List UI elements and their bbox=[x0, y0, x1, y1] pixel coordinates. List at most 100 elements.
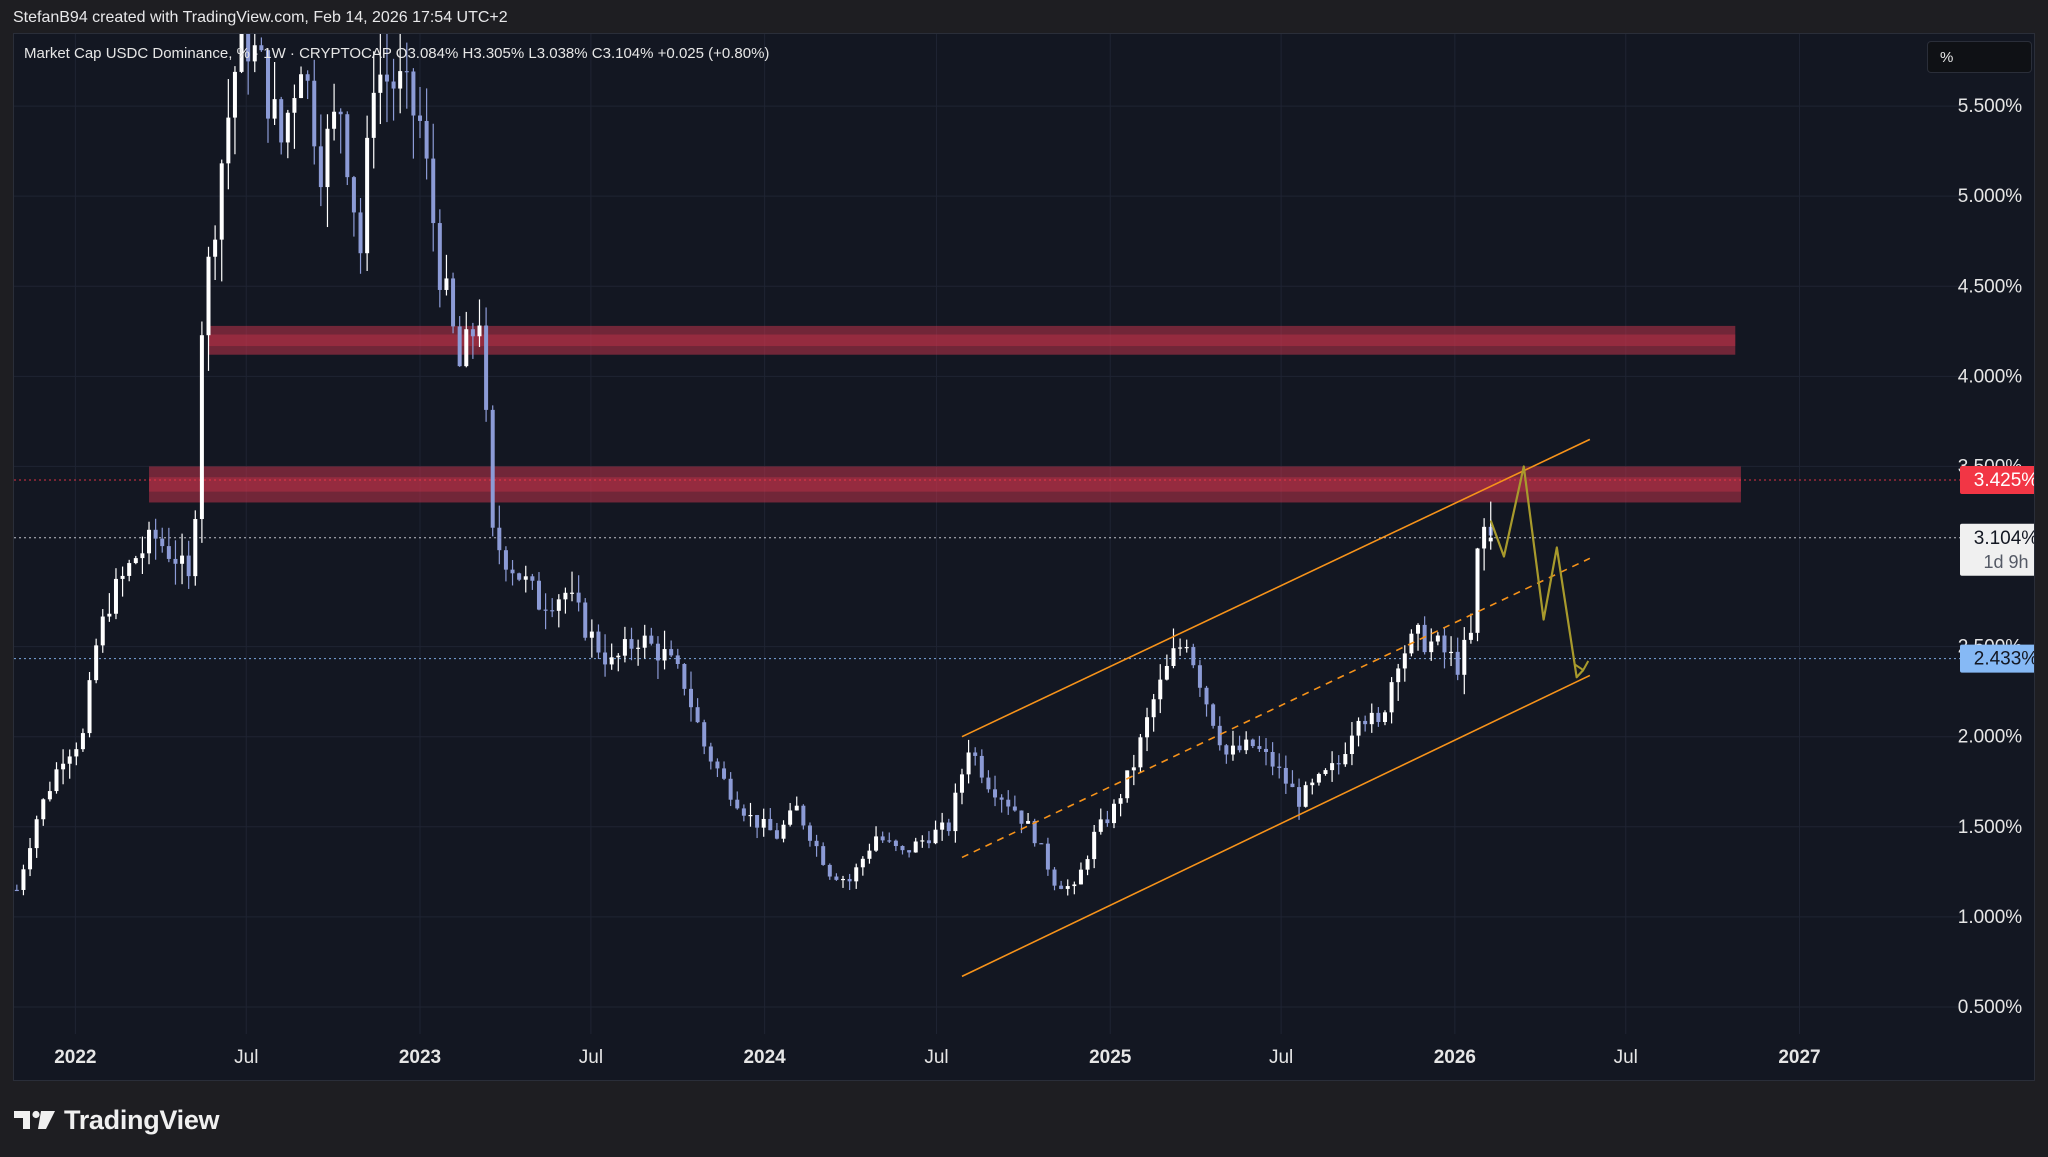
x-tick-label: Jul bbox=[1269, 1047, 1293, 1068]
candle-up bbox=[285, 112, 290, 143]
candle-up bbox=[444, 278, 449, 290]
candle-up bbox=[1158, 679, 1163, 700]
candle-up bbox=[1138, 737, 1143, 768]
candle-down bbox=[576, 592, 581, 603]
price-chart[interactable]: 5.500%5.000%4.500%4.000%3.500%2.500%2.00… bbox=[14, 34, 2034, 1080]
change-value: +0.025 (+0.80%) bbox=[657, 45, 770, 62]
candle-down bbox=[986, 777, 991, 790]
candle-up bbox=[1131, 767, 1136, 771]
candle-down bbox=[1191, 647, 1196, 666]
x-tick-label: Jul bbox=[924, 1047, 948, 1068]
high-value: H3.305% bbox=[462, 45, 525, 62]
candle-down bbox=[312, 80, 317, 147]
candle-up bbox=[127, 563, 132, 576]
candle-down bbox=[669, 649, 674, 656]
price-lines bbox=[14, 479, 1960, 660]
price-badge bbox=[1960, 465, 2034, 494]
candle-down bbox=[682, 664, 687, 689]
candle-down bbox=[1277, 766, 1282, 768]
candle-up bbox=[199, 335, 204, 520]
candle-down bbox=[153, 529, 158, 539]
candle-down bbox=[603, 652, 608, 665]
candle-down bbox=[14, 889, 19, 892]
chart-panel[interactable]: 5.500%5.000%4.500%4.000%3.500%2.500%2.00… bbox=[13, 33, 2035, 1081]
candle-up bbox=[622, 639, 627, 656]
candle-down bbox=[1039, 843, 1044, 845]
candle-up bbox=[193, 519, 198, 577]
candle-up bbox=[272, 99, 277, 119]
candle-up bbox=[1111, 803, 1116, 824]
price-badge bbox=[1960, 523, 2034, 576]
candle-down bbox=[993, 789, 998, 798]
price-badge bbox=[1960, 644, 2034, 673]
candle-down bbox=[629, 639, 634, 649]
channel-mid-line bbox=[961, 557, 1591, 859]
candle-down bbox=[708, 746, 713, 762]
channel-lower-line bbox=[961, 674, 1591, 978]
candle-down bbox=[470, 329, 475, 337]
candle-up bbox=[1343, 754, 1348, 765]
low-value: L3.038% bbox=[528, 45, 588, 62]
candle-up bbox=[563, 592, 568, 600]
candle-down bbox=[338, 111, 343, 115]
y-tick-label: 5.000% bbox=[1958, 186, 2023, 207]
candle-up bbox=[332, 111, 337, 129]
candle-down bbox=[1442, 635, 1447, 653]
candle-up bbox=[1449, 651, 1454, 654]
candle-up bbox=[67, 756, 72, 764]
candle-down bbox=[437, 223, 442, 290]
candle-down bbox=[391, 81, 396, 89]
candle-up bbox=[841, 878, 846, 881]
candle-up bbox=[206, 256, 211, 336]
candle-up bbox=[252, 45, 257, 62]
candle-up bbox=[1118, 798, 1123, 804]
candle-down bbox=[1363, 720, 1368, 725]
last-candle bbox=[1488, 537, 1493, 542]
candle-down bbox=[1197, 665, 1202, 688]
candle-down bbox=[550, 610, 555, 612]
candle-up bbox=[1330, 763, 1335, 771]
candle-up bbox=[860, 858, 865, 868]
percent-scale-button[interactable]: % bbox=[1927, 41, 2032, 73]
x-tick-label: 2023 bbox=[399, 1047, 441, 1068]
candle-down bbox=[827, 864, 832, 877]
candle-down bbox=[999, 797, 1004, 800]
candle-up bbox=[748, 814, 753, 817]
resistance-zone-core bbox=[208, 334, 1736, 347]
candle-down bbox=[774, 830, 779, 839]
open-value: O3.084% bbox=[395, 45, 459, 62]
candle-up bbox=[642, 635, 647, 648]
price-badges: 3.425% 3.104% 1d 9h 2.433% bbox=[1960, 465, 2034, 673]
candle-down bbox=[517, 573, 522, 580]
candle-down bbox=[887, 840, 892, 842]
candle-down bbox=[1250, 739, 1255, 747]
x-tick-label: Jul bbox=[1614, 1047, 1638, 1068]
candle-up bbox=[1178, 647, 1183, 649]
candle-down bbox=[1211, 704, 1216, 726]
price-badge-label: 3.104% bbox=[1974, 528, 2034, 549]
candle-up bbox=[1171, 648, 1176, 666]
candle-down bbox=[173, 558, 178, 564]
candle-down bbox=[702, 722, 707, 747]
candle-up bbox=[1303, 785, 1308, 807]
candle-up bbox=[41, 799, 46, 820]
candle-up bbox=[1356, 720, 1361, 736]
candle-up bbox=[589, 631, 594, 638]
candle-down bbox=[655, 643, 660, 661]
candle-down bbox=[510, 569, 515, 574]
y-tick-label: 5.500% bbox=[1958, 96, 2023, 117]
candle-down bbox=[1455, 651, 1460, 675]
channel-upper-line bbox=[961, 438, 1591, 738]
candle-up bbox=[570, 592, 575, 594]
candle-up bbox=[120, 575, 125, 579]
x-tick-label: 2026 bbox=[1434, 1047, 1476, 1068]
candle-up bbox=[147, 529, 152, 554]
candle-up bbox=[87, 680, 92, 734]
candle-down bbox=[695, 707, 700, 723]
x-tick-label: 2027 bbox=[1778, 1047, 1820, 1068]
candle-down bbox=[688, 688, 693, 708]
candle-up bbox=[28, 848, 33, 870]
candle-up bbox=[47, 791, 52, 800]
candle-up bbox=[854, 867, 859, 882]
tradingview-logo-icon bbox=[14, 1110, 55, 1129]
